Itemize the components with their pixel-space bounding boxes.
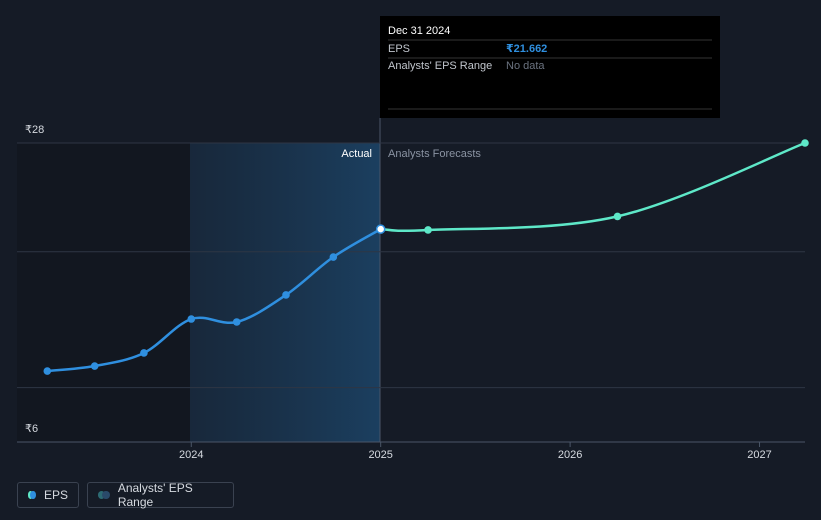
y-tick-label: ₹6 bbox=[25, 423, 38, 435]
actual-label: Actual bbox=[341, 148, 372, 160]
legend-label: EPS bbox=[43, 488, 68, 502]
eps-line bbox=[380, 141, 806, 233]
eps-point bbox=[424, 226, 432, 234]
x-tick-label: 2024 bbox=[179, 449, 203, 461]
eps-point bbox=[801, 139, 809, 147]
tooltip-value: No data bbox=[506, 60, 545, 72]
x-tick-label: 2025 bbox=[368, 449, 392, 461]
eps-point bbox=[140, 349, 148, 357]
legend-icon bbox=[102, 491, 110, 499]
tooltip-label: Analysts' EPS Range bbox=[388, 60, 492, 72]
tooltip-title: Dec 31 2024 bbox=[388, 25, 450, 37]
legend-icon bbox=[30, 491, 36, 499]
eps-point bbox=[282, 291, 290, 299]
legend-eps[interactable]: EPS bbox=[17, 482, 79, 508]
eps-point bbox=[90, 362, 99, 370]
eps-point bbox=[187, 315, 196, 323]
tooltip: Dec 31 2024 EPS ₹21.662 Analysts' EPS Ra… bbox=[380, 16, 720, 118]
tooltip-value: ₹21.662 bbox=[506, 43, 547, 55]
x-tick-label: 2026 bbox=[558, 449, 582, 461]
eps-point bbox=[613, 212, 622, 221]
legend-range[interactable]: Analysts' EPS Range bbox=[87, 481, 234, 509]
legend-label: Analysts' EPS Range bbox=[117, 481, 193, 509]
eps-point bbox=[375, 224, 386, 234]
eps-point bbox=[232, 318, 241, 326]
eps-point bbox=[329, 253, 338, 261]
tooltip-box bbox=[380, 16, 720, 118]
eps-point bbox=[43, 367, 52, 375]
legend-icon bbox=[98, 491, 106, 499]
tooltip-label: EPS bbox=[388, 43, 410, 55]
forecast-label: Analysts Forecasts bbox=[388, 148, 481, 160]
x-tick-label: 2027 bbox=[747, 449, 771, 461]
history-shade bbox=[17, 143, 190, 442]
y-tick-label: ₹28 bbox=[25, 124, 44, 136]
eps-line bbox=[47, 228, 382, 373]
